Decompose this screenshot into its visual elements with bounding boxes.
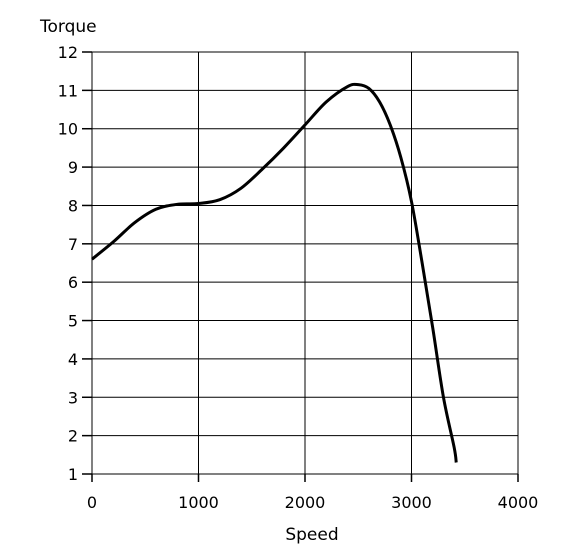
y-axis-title: Torque: [39, 17, 97, 37]
y-tick-label: 2: [68, 427, 78, 446]
y-tick-label: 10: [58, 120, 78, 139]
y-tick-label: 3: [68, 388, 78, 407]
x-tick-label: 0: [87, 493, 97, 512]
y-tick-label: 1: [68, 465, 78, 484]
y-tick-label: 12: [58, 43, 78, 62]
torque-curve-line: [91, 82, 458, 463]
y-tick-label: 7: [68, 235, 78, 254]
y-tick-label: 4: [68, 350, 78, 369]
y-tick-label: 8: [68, 196, 78, 215]
y-tick-label: 11: [58, 81, 78, 100]
x-tick-label: 2000: [285, 493, 326, 512]
x-tick-label: 4000: [498, 493, 539, 512]
x-axis-title: Speed: [285, 525, 338, 545]
series-layer: [91, 82, 458, 463]
y-tick-label: 9: [68, 158, 78, 177]
x-tick-label: 1000: [178, 493, 219, 512]
x-tick-label: 3000: [391, 493, 432, 512]
y-tick-label: 6: [68, 273, 78, 292]
y-tick-label: 5: [68, 312, 78, 331]
